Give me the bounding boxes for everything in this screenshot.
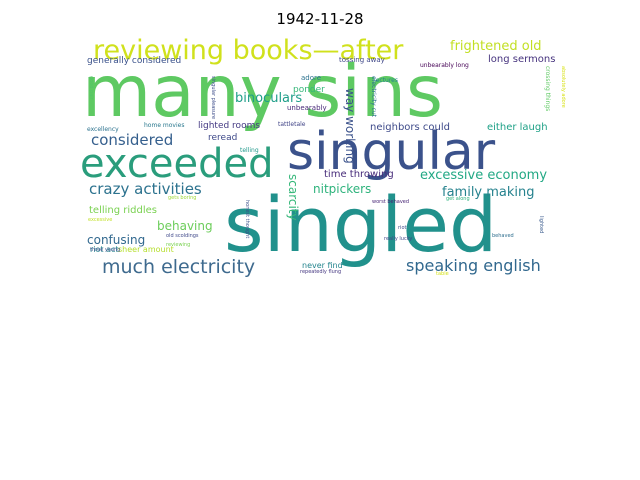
word-cloud: many sins singled singular exceeded revi… — [80, 36, 566, 282]
word: get along — [446, 196, 470, 202]
word: behaved — [492, 233, 514, 239]
word: tattletale — [278, 121, 306, 128]
word: excessive — [88, 217, 113, 223]
word: much electricity — [102, 256, 256, 278]
word: long sermons — [488, 54, 556, 65]
word: table — [436, 271, 449, 277]
word: exceeded — [80, 141, 274, 187]
word: generally considered — [87, 56, 182, 66]
word: really lucky — [384, 236, 413, 242]
word: scarcity — [286, 174, 300, 221]
word: ponder — [293, 85, 325, 95]
word: lectures — [374, 77, 398, 84]
word: crossing things — [544, 66, 551, 112]
word: either laugh — [487, 122, 548, 133]
word: three young — [90, 247, 121, 253]
word: lighted rooms — [198, 121, 261, 131]
word: home movies — [144, 122, 185, 129]
word: considered — [91, 131, 174, 149]
word: singled — [224, 180, 498, 269]
word: excessive economy — [420, 168, 548, 183]
word: nitpickers — [313, 182, 372, 196]
word: good pair — [88, 76, 94, 100]
word: behaving — [157, 219, 213, 233]
word: riot act — [90, 245, 119, 254]
word: excellency — [87, 126, 119, 133]
word: repeatedly flung — [300, 269, 342, 275]
word: reread — [208, 133, 238, 143]
word: telling — [240, 147, 259, 154]
word: crazy activities — [89, 180, 202, 198]
word: honest thought — [244, 200, 250, 239]
word: adore — [301, 74, 322, 82]
word: family making — [442, 185, 535, 200]
word: tossing away — [339, 56, 385, 64]
word: never find — [302, 261, 343, 270]
word: speaking english — [406, 256, 541, 275]
word: reviewing — [166, 242, 191, 248]
word: time throwing — [324, 169, 394, 180]
word: neighbors could — [370, 122, 450, 133]
word: gets boring — [168, 195, 197, 201]
word: old scoldings — [166, 233, 199, 239]
word: unbearably — [287, 104, 327, 112]
word: riot — [398, 225, 407, 231]
word: electricity cut — [370, 76, 377, 118]
word: absolutely adore — [560, 66, 566, 108]
word: lighted — [538, 216, 544, 234]
word: reviewing books—after — [93, 36, 404, 66]
word: many sins — [82, 50, 443, 133]
word: way working — [343, 88, 357, 164]
word: singular — [287, 122, 496, 182]
word: worst behaved — [372, 199, 410, 205]
word: telling riddles — [89, 205, 157, 216]
word: binoculars — [235, 91, 303, 106]
word: confusing — [87, 233, 146, 247]
word: singular pleasure — [210, 76, 216, 120]
word: unbearably long — [420, 62, 469, 69]
plot-title: 1942-11-28 — [276, 10, 364, 28]
word: frightened old — [450, 39, 542, 54]
word: sheer amount — [118, 245, 174, 254]
